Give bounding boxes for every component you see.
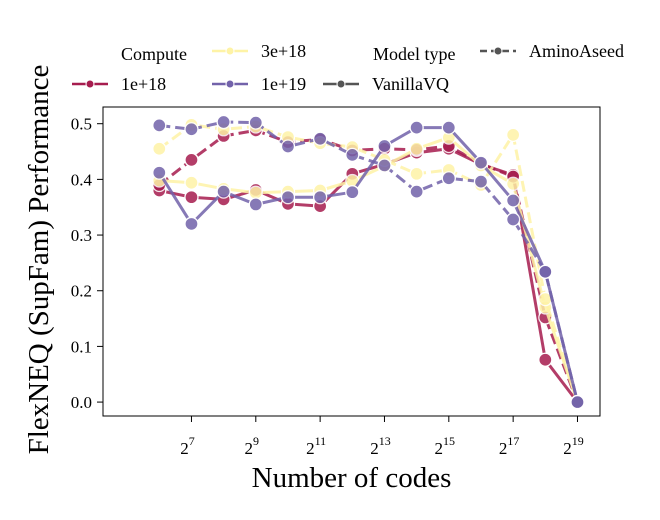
x-tick-label: 27 [180, 434, 195, 458]
data-point [184, 122, 199, 137]
series-1e19-aminoaseed [152, 114, 585, 410]
data-point [409, 120, 424, 135]
series-line [159, 120, 579, 403]
data-point [538, 352, 553, 367]
x-tick-label: 211 [306, 434, 326, 458]
x-axis-title: Number of codes [252, 462, 452, 494]
y-axis-title: FlexNEQ (SupFam) Performance [23, 65, 55, 455]
data-point [184, 190, 199, 205]
legend-marker [493, 46, 503, 56]
data-point [152, 118, 167, 133]
legend-item: 1e+18 [72, 74, 166, 94]
data-point [248, 197, 263, 212]
series-3e18-aminoaseed [152, 117, 585, 410]
data-point [409, 166, 424, 181]
data-point [441, 171, 456, 186]
x-tick-label: 217 [499, 434, 520, 458]
legend: Compute Model type 1e+18 3e+18 1e+19 AminoA… [72, 41, 624, 94]
data-point [184, 216, 199, 232]
plot-frame [102, 106, 601, 417]
data-point [345, 185, 360, 200]
data-point [505, 212, 521, 227]
x-tick-exponent: 17 [507, 434, 519, 448]
data-point [505, 176, 521, 191]
legend-label: VanillaVQ [372, 74, 449, 94]
data-point [312, 131, 328, 146]
plot-area: 0.0 0.1 0.2 0.3 0.4 0.5 27 29 211 213 215 217 219 [71, 106, 601, 458]
x-tick-label: 29 [245, 434, 260, 458]
series-1e19-vanillavq [152, 120, 585, 410]
legend-label: AminoAseed [529, 41, 624, 61]
y-tick-label: 0.3 [71, 226, 92, 245]
data-point [152, 165, 167, 180]
data-point [377, 158, 392, 173]
data-point [409, 141, 424, 156]
legend-label: 1e+18 [121, 74, 166, 94]
series-line [158, 123, 579, 403]
x-tick-exponent: 11 [315, 434, 327, 448]
legend-compute-title: Compute [121, 44, 187, 64]
y-tick-label: 0.1 [71, 337, 92, 356]
data-point [184, 175, 199, 190]
legend-marker [225, 46, 235, 56]
legend-marker [225, 79, 235, 89]
data-point [280, 190, 296, 205]
data-point [505, 193, 521, 208]
data-point [505, 127, 521, 142]
x-tick-exponent: 7 [189, 434, 195, 448]
legend-model-title: Model type [373, 44, 456, 64]
legend-item: AminoAseed [480, 41, 624, 61]
x-tick-exponent: 15 [443, 434, 455, 448]
y-tick-label: 0.4 [71, 170, 93, 189]
legend-item: 3e+18 [212, 41, 306, 61]
data-point [473, 155, 489, 170]
legend-marker [336, 79, 346, 89]
legend-label: 1e+19 [261, 74, 306, 94]
data-point [377, 138, 392, 154]
legend-label: 3e+18 [261, 41, 306, 61]
data-point [538, 264, 553, 279]
data-point [409, 184, 424, 199]
data-point [216, 184, 231, 199]
data-point [570, 394, 585, 410]
y-tick-label: 0.0 [71, 393, 92, 412]
x-tick-label: 213 [370, 434, 391, 458]
data-point [152, 141, 167, 156]
x-tick-label: 219 [563, 434, 584, 458]
x-tick-exponent: 13 [379, 434, 391, 448]
data-point [441, 120, 456, 135]
data-point [345, 147, 360, 163]
y-tick-label: 0.5 [71, 115, 92, 134]
legend-item: 1e+19 [212, 74, 306, 94]
data-point [312, 190, 328, 205]
x-tick-exponent: 9 [253, 434, 259, 448]
x-tick-label: 215 [435, 434, 456, 458]
legend-marker [85, 79, 95, 89]
x-tick-exponent: 19 [572, 434, 584, 448]
data-point [280, 139, 296, 154]
data-point [248, 115, 263, 130]
data-point [473, 174, 489, 189]
y-tick-label: 0.2 [71, 282, 92, 301]
data-point [184, 152, 199, 168]
legend-item: VanillaVQ [323, 74, 449, 94]
data-point [216, 114, 231, 130]
